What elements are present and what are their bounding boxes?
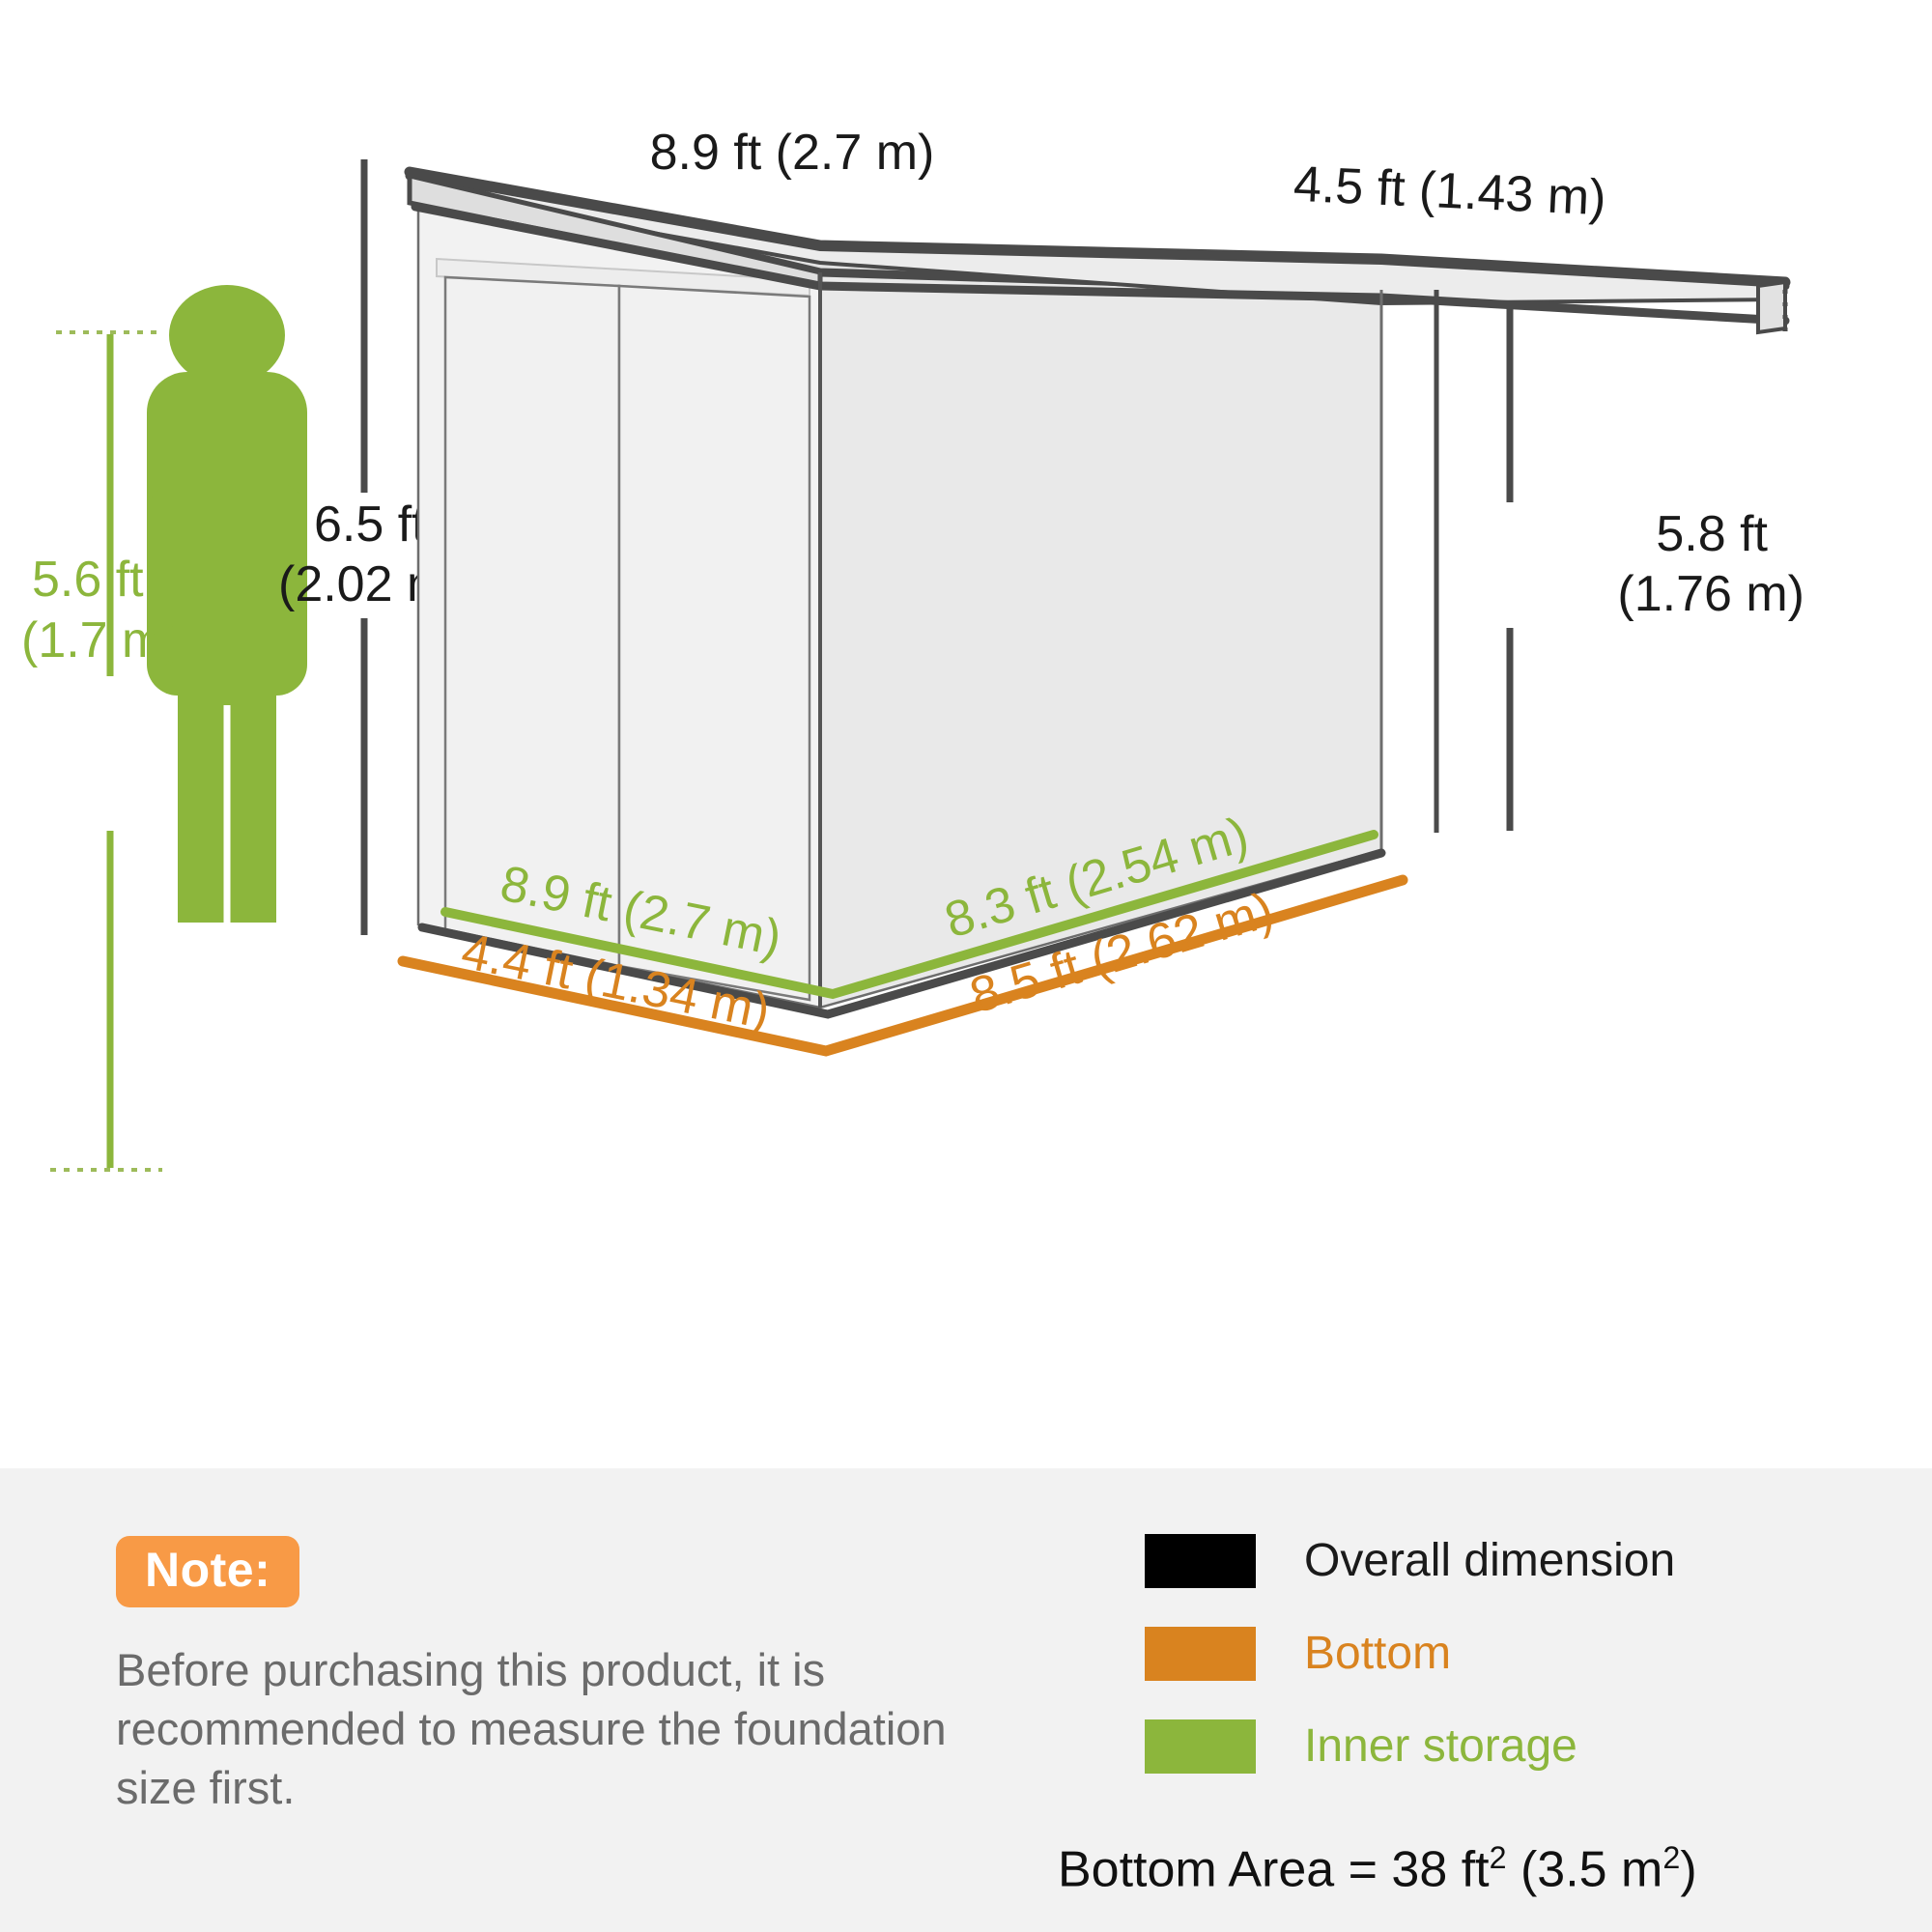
rear-height-dimension-group: 5.8 ft (1.76 m) <box>1434 290 1804 833</box>
shed-roof-lower-edge <box>411 202 1790 326</box>
legend-item-bottom: Bottom <box>1145 1607 1898 1700</box>
note-block: Note: Before purchasing this product, it… <box>116 1536 1034 1817</box>
bottom-area-summary: Bottom Area = 38 ft2 (3.5 m2) <box>1058 1840 1697 1898</box>
person-height-label-line2: (1.7 m) <box>21 612 181 668</box>
person-reference-group: 5.6 ft (1.7 m) <box>21 285 307 1172</box>
legend-swatch-overall-dimension <box>1145 1534 1256 1588</box>
diagram-panel: 5.6 ft (1.7 m) 6.5 ft (2.02 m) <box>21 125 1804 1172</box>
inner-storage-base-outline <box>440 830 1378 1000</box>
legend-item-overall-dimension: Overall dimension <box>1145 1515 1898 1607</box>
bottom-area-middle: (3.5 m <box>1506 1841 1663 1898</box>
bottom-area-suffix: ) <box>1680 1841 1697 1898</box>
shed-door-right <box>617 284 811 1002</box>
base-outline-group <box>397 830 1408 1057</box>
shed-roof-right-cap <box>1756 279 1787 335</box>
legend-swatch-inner-storage <box>1145 1719 1256 1774</box>
rear-height-label-line2: (1.76 m) <box>1617 566 1804 622</box>
legend-label-overall-dimension: Overall dimension <box>1304 1535 1676 1586</box>
legend-item-inner-storage: Inner storage <box>1145 1700 1898 1793</box>
legend: Overall dimension Bottom Inner storage <box>1145 1515 1898 1793</box>
shed-body-group <box>404 166 1791 1009</box>
roof-side-depth-label: 4.5 ft (1.43 m) <box>1293 156 1607 227</box>
legend-swatch-bottom <box>1145 1627 1256 1681</box>
overall-base-outline <box>417 848 1386 1019</box>
note-text: Before purchasing this product, it is re… <box>116 1644 947 1814</box>
info-panel: Note: Before purchasing this product, it… <box>0 1468 1932 1932</box>
legend-label-inner-storage: Inner storage <box>1304 1720 1577 1772</box>
roof-front-width-label: 8.9 ft (2.7 m) <box>650 125 935 181</box>
bottom-area-sup-m: 2 <box>1662 1840 1681 1875</box>
bottom-area-sup-ft: 2 <box>1489 1840 1507 1875</box>
bottom-area-prefix: Bottom Area = 38 ft <box>1058 1841 1490 1898</box>
person-height-label-line1: 5.6 ft <box>32 552 144 608</box>
legend-label-bottom: Bottom <box>1304 1628 1452 1679</box>
bottom-base-outline <box>397 874 1408 1057</box>
note-badge: Note: <box>116 1536 300 1607</box>
front-height-label-line1: 6.5 ft <box>314 497 426 553</box>
rear-height-label-line1: 5.8 ft <box>1656 506 1768 562</box>
shed-roof-top-edge <box>404 166 1791 288</box>
shed-dimension-illustration: 5.6 ft (1.7 m) 6.5 ft (2.02 m) <box>21 125 1804 1172</box>
